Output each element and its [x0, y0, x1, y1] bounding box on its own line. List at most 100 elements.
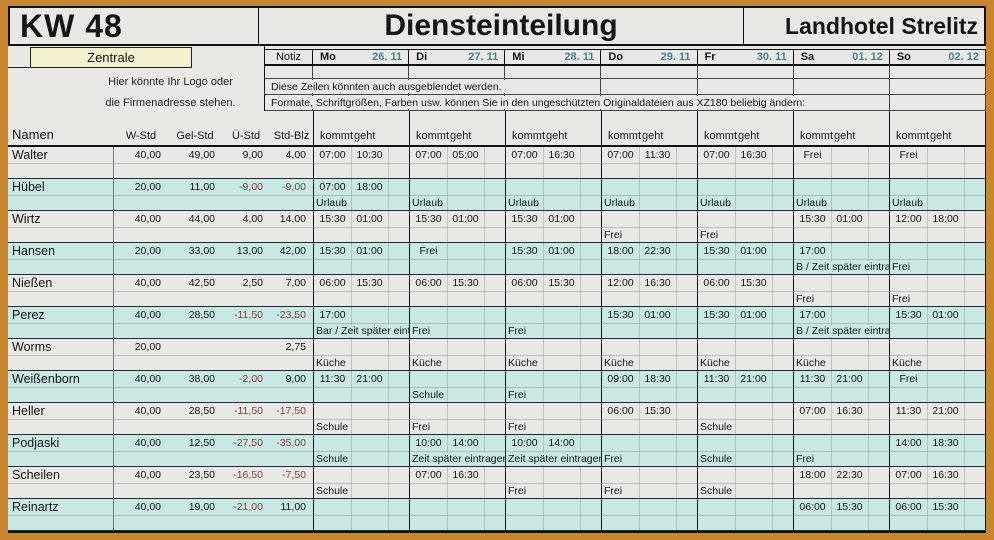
- day-cell[interactable]: 06:00 15:30: [889, 499, 985, 530]
- day-note[interactable]: Frei: [604, 453, 626, 465]
- day-cell[interactable]: Küche: [793, 339, 889, 370]
- time-out[interactable]: 16:30: [452, 469, 479, 481]
- stat-cell[interactable]: -2,00: [239, 373, 263, 385]
- time-out[interactable]: 01:00: [452, 213, 479, 225]
- day-cell[interactable]: 09:00 18:30: [601, 371, 697, 402]
- day-cell[interactable]: 07:00 11:30: [601, 147, 697, 178]
- stat-cell[interactable]: -11,50: [234, 309, 263, 321]
- day-cell[interactable]: 10:00 14:00 Zeit später eintragen: [409, 435, 505, 466]
- day-cell[interactable]: Frei: [505, 307, 601, 338]
- name-cell[interactable]: Perez: [8, 307, 114, 338]
- day-note[interactable]: Zeit später eintragen: [508, 453, 601, 465]
- day-cell[interactable]: 10:00 14:00 Zeit später eintragen: [505, 435, 601, 466]
- day-cell[interactable]: Frei: [601, 211, 697, 242]
- day-cell[interactable]: Schule: [697, 403, 793, 434]
- time-out[interactable]: 14:00: [548, 437, 575, 449]
- time-out[interactable]: 18:30: [644, 373, 671, 385]
- day-note[interactable]: Küche: [412, 357, 445, 369]
- day-cell[interactable]: 11:30 21:00: [313, 371, 409, 402]
- time-out[interactable]: 14:00: [452, 437, 479, 449]
- day-note[interactable]: Schule: [316, 453, 352, 465]
- time-in[interactable]: 15:30: [319, 213, 346, 225]
- stat-cell[interactable]: -9,00: [282, 181, 306, 193]
- time-in[interactable]: 12:00: [895, 213, 922, 225]
- name-cell[interactable]: Weißenborn: [8, 371, 114, 402]
- day-note[interactable]: Schule: [700, 453, 736, 465]
- name-cell[interactable]: Hübel: [8, 179, 114, 210]
- day-note[interactable]: Frei: [892, 261, 914, 273]
- time-in[interactable]: 10:00: [511, 437, 538, 449]
- day-status[interactable]: Frei: [803, 149, 822, 161]
- day-note[interactable]: Schule: [700, 421, 736, 433]
- day-cell[interactable]: 06:00 15:30: [793, 499, 889, 530]
- day-cell[interactable]: Urlaub: [793, 179, 889, 210]
- sheet-tab-zentrale[interactable]: Zentrale: [30, 47, 192, 68]
- time-in[interactable]: 06:00: [607, 405, 634, 417]
- day-cell[interactable]: Frei: [409, 243, 505, 274]
- stat-cell[interactable]: 28,50: [188, 405, 215, 417]
- time-out[interactable]: 22:30: [836, 469, 863, 481]
- day-cell[interactable]: 17:00 Bar / Zeit später eintragen: [313, 307, 409, 338]
- time-out[interactable]: 18:30: [932, 437, 959, 449]
- time-out[interactable]: 21:00: [356, 373, 383, 385]
- day-note[interactable]: B / Zeit später eintragen: [796, 261, 889, 273]
- day-note[interactable]: Küche: [796, 357, 829, 369]
- day-cell[interactable]: Frei: [505, 467, 601, 498]
- day-cell[interactable]: Schule: [409, 371, 505, 402]
- time-in[interactable]: 12:00: [607, 277, 634, 289]
- day-note[interactable]: Frei: [892, 293, 914, 305]
- day-cell[interactable]: 06:00 15:30: [697, 275, 793, 306]
- name-cell[interactable]: Hansen: [8, 243, 114, 274]
- day-cell[interactable]: Frei: [697, 211, 793, 242]
- day-cell[interactable]: Küche: [313, 339, 409, 370]
- day-cell[interactable]: Frei: [889, 371, 985, 402]
- name-cell[interactable]: Heller: [8, 403, 114, 434]
- stat-cell[interactable]: -35,00: [276, 437, 306, 449]
- day-cell[interactable]: 18:00 22:30: [601, 243, 697, 274]
- name-cell[interactable]: Worms: [8, 339, 114, 370]
- day-cell[interactable]: 06:00 15:30: [313, 275, 409, 306]
- day-cell[interactable]: Frei: [889, 275, 985, 306]
- time-out[interactable]: 01:00: [932, 309, 959, 321]
- day-cell[interactable]: 14:00 18:30: [889, 435, 985, 466]
- stat-cell[interactable]: 9,00: [285, 373, 306, 385]
- time-out[interactable]: 01:00: [644, 309, 671, 321]
- time-in[interactable]: 17:00: [319, 309, 346, 321]
- stat-cell[interactable]: -9,00: [239, 181, 263, 193]
- time-out[interactable]: 16:30: [644, 277, 671, 289]
- time-in[interactable]: 15:30: [607, 309, 634, 321]
- day-cell[interactable]: Urlaub: [601, 179, 697, 210]
- day-cell[interactable]: 15:30 01:00: [697, 243, 793, 274]
- day-cell[interactable]: 06:00 15:30: [601, 403, 697, 434]
- time-out[interactable]: 10:30: [356, 149, 383, 161]
- time-in[interactable]: 06:00: [415, 277, 442, 289]
- stat-cell[interactable]: 20,00: [134, 245, 161, 257]
- name-cell[interactable]: Walter: [8, 147, 114, 178]
- day-cell[interactable]: 15:30 01:00: [601, 307, 697, 338]
- day-cell[interactable]: 07:00 16:30: [697, 147, 793, 178]
- time-in[interactable]: 11:30: [319, 373, 346, 385]
- day-cell[interactable]: 15:30 01:00: [313, 243, 409, 274]
- day-note[interactable]: Urlaub: [412, 197, 446, 209]
- time-in[interactable]: 18:00: [607, 245, 634, 257]
- time-in[interactable]: 15:30: [895, 309, 922, 321]
- stat-cell[interactable]: 38,00: [188, 373, 215, 385]
- day-note[interactable]: Frei: [508, 421, 530, 433]
- stat-cell[interactable]: 40,00: [134, 277, 161, 289]
- day-note[interactable]: Urlaub: [700, 197, 734, 209]
- day-cell[interactable]: 17:00 B / Zeit später eintragen: [793, 243, 889, 274]
- day-cell[interactable]: Schule: [697, 435, 793, 466]
- day-cell[interactable]: 18:00 22:30: [793, 467, 889, 498]
- stat-cell[interactable]: 13,00: [236, 245, 263, 257]
- day-note[interactable]: Urlaub: [604, 197, 638, 209]
- stat-cell[interactable]: 2,50: [242, 277, 263, 289]
- day-cell[interactable]: Küche: [697, 339, 793, 370]
- stat-cell[interactable]: 7,00: [285, 277, 306, 289]
- day-cell[interactable]: 12:00 16:30: [601, 275, 697, 306]
- time-in[interactable]: 14:00: [895, 437, 922, 449]
- day-note[interactable]: Urlaub: [316, 197, 350, 209]
- time-in[interactable]: 15:30: [799, 213, 826, 225]
- name-cell[interactable]: Podjaski: [8, 435, 114, 466]
- time-out[interactable]: 21:00: [932, 405, 959, 417]
- time-out[interactable]: 15:30: [836, 501, 863, 513]
